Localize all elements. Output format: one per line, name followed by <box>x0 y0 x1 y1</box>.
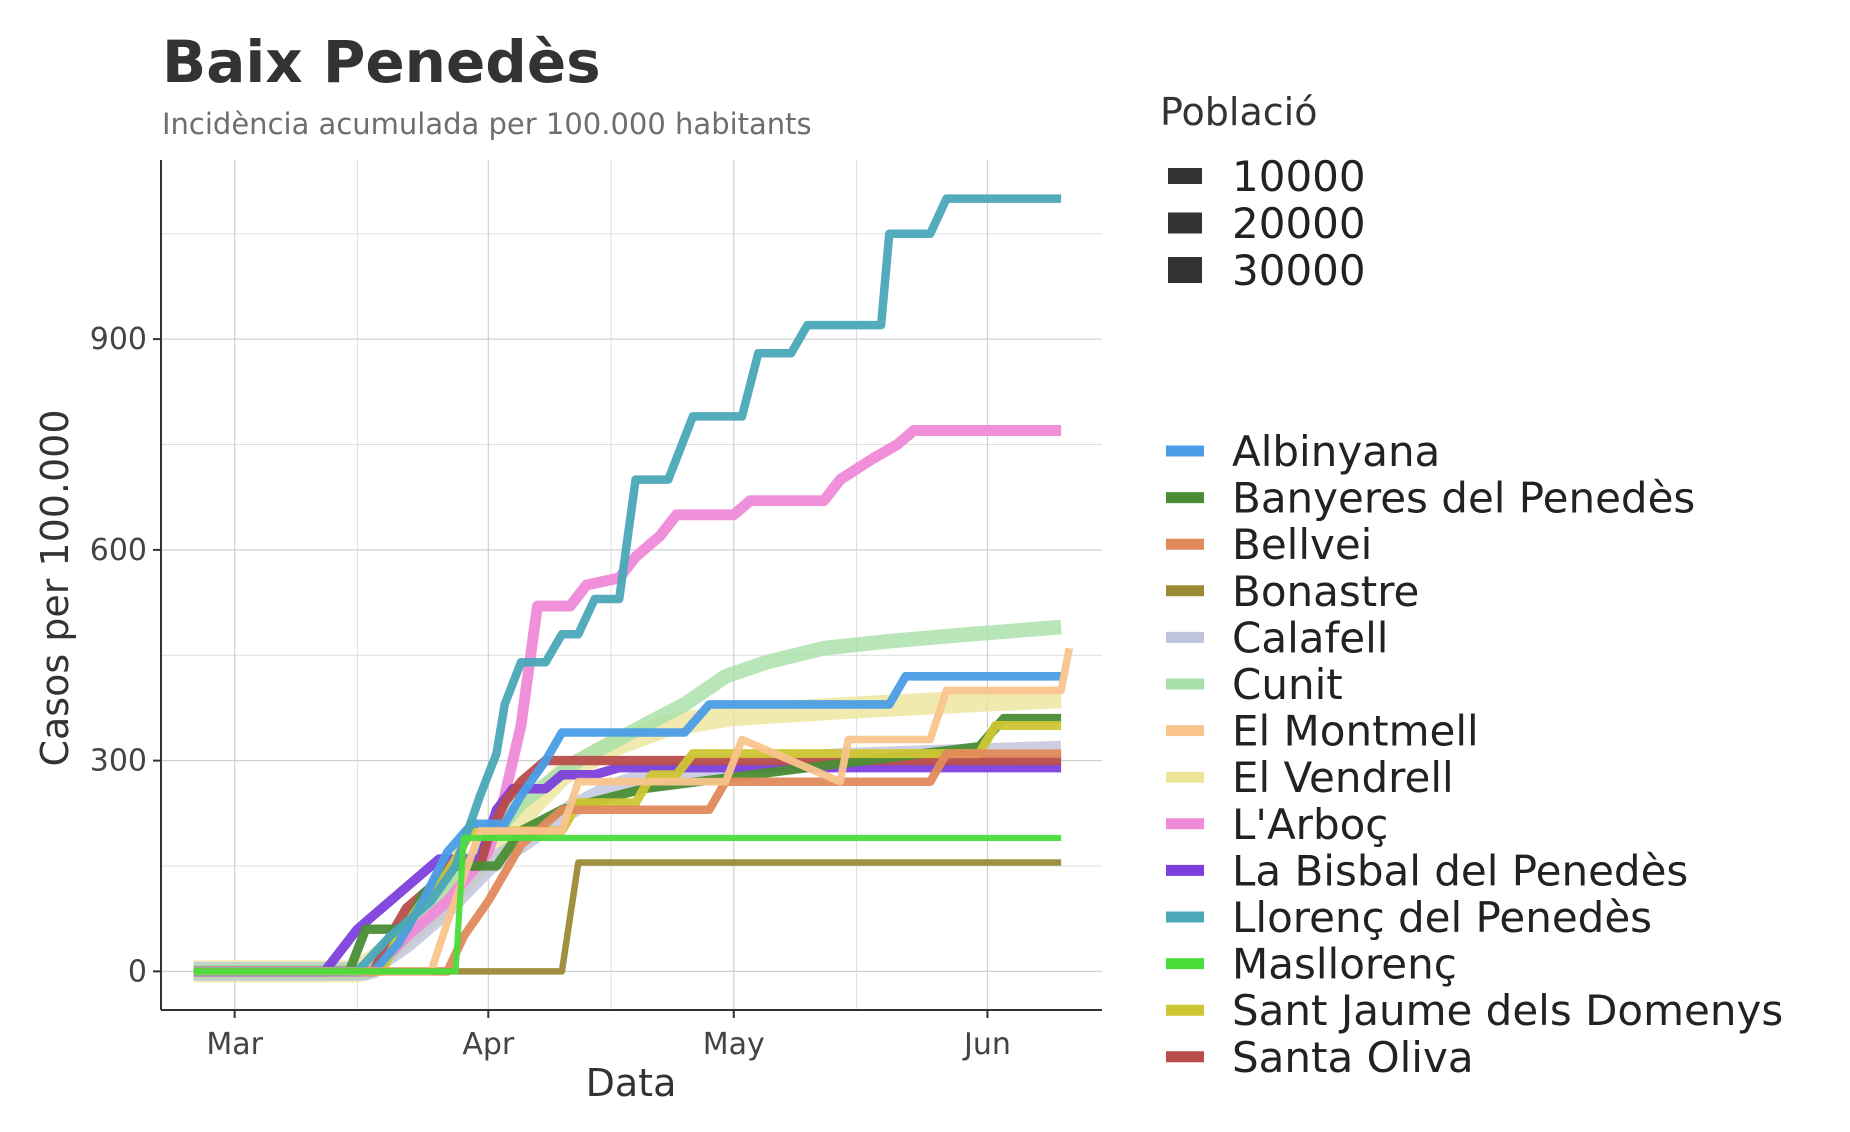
series-line-albinyana <box>193 672 1062 976</box>
legend-size-label: 10000 <box>1232 152 1366 201</box>
legend-color-label: Banyeres del Penedès <box>1232 474 1695 523</box>
legend-color-label: El Montmell <box>1232 707 1479 756</box>
chart-title: Baix Penedès <box>162 28 601 96</box>
legend-color-label: Cunit <box>1232 660 1343 709</box>
y-tick-label: 600 <box>90 533 147 568</box>
y-axis-title: Casos per 100.000 <box>33 409 77 766</box>
chart-subtitle: Incidència acumulada per 100.000 habitan… <box>162 107 812 141</box>
x-tick-label: Mar <box>206 1027 263 1062</box>
legend-color-label: Albinyana <box>1232 427 1440 476</box>
x-tick-label: May <box>703 1027 765 1062</box>
series-line-la-bisbal-del-pened-s <box>193 762 1062 977</box>
y-axis-ticks: 0 300 600 900 <box>90 322 161 989</box>
legend-size-key <box>1168 212 1202 234</box>
y-tick-label: 300 <box>90 744 147 779</box>
gridlines <box>161 160 1102 1010</box>
legend-color-label: Bonastre <box>1232 567 1419 616</box>
x-axis-ticks: Mar Apr May Jun <box>206 1010 1011 1062</box>
series-lines <box>193 194 1074 983</box>
legend-color-label: Calafell <box>1232 613 1388 662</box>
series-line-lloren-del-pened-s <box>193 194 1062 976</box>
x-tick-label: Apr <box>462 1027 515 1062</box>
series-line-bonastre <box>193 859 1062 975</box>
y-tick-label: 900 <box>90 322 147 357</box>
legend-color-label: L'Arboç <box>1232 800 1388 849</box>
legend-color-label: Sant Jaume dels Domenys <box>1232 986 1783 1035</box>
legend-color-label: Santa Oliva <box>1232 1033 1474 1082</box>
legend-size-label: 30000 <box>1232 246 1366 295</box>
legend-color-label: Bellvei <box>1232 520 1372 569</box>
legend-size-key <box>1168 168 1202 184</box>
legend-color-label: Llorenç del Penedès <box>1232 893 1652 942</box>
plot-area: 0 300 600 900 Mar Apr May Jun <box>90 160 1102 1062</box>
x-axis-title: Data <box>586 1061 677 1105</box>
series-line-maslloren- <box>193 834 1062 975</box>
legend-size-key <box>1168 257 1202 283</box>
x-tick-label: Jun <box>962 1027 1011 1062</box>
legend-color-label: La Bisbal del Penedès <box>1232 846 1688 895</box>
legend-size-title: Població <box>1160 90 1317 134</box>
legend-color-label: Masllorenç <box>1232 940 1457 989</box>
y-tick-label: 0 <box>128 954 147 989</box>
legend-color-label: El Vendrell <box>1232 753 1454 802</box>
series-line-el-montmell <box>193 647 1074 976</box>
legend-size-label: 20000 <box>1232 199 1366 248</box>
